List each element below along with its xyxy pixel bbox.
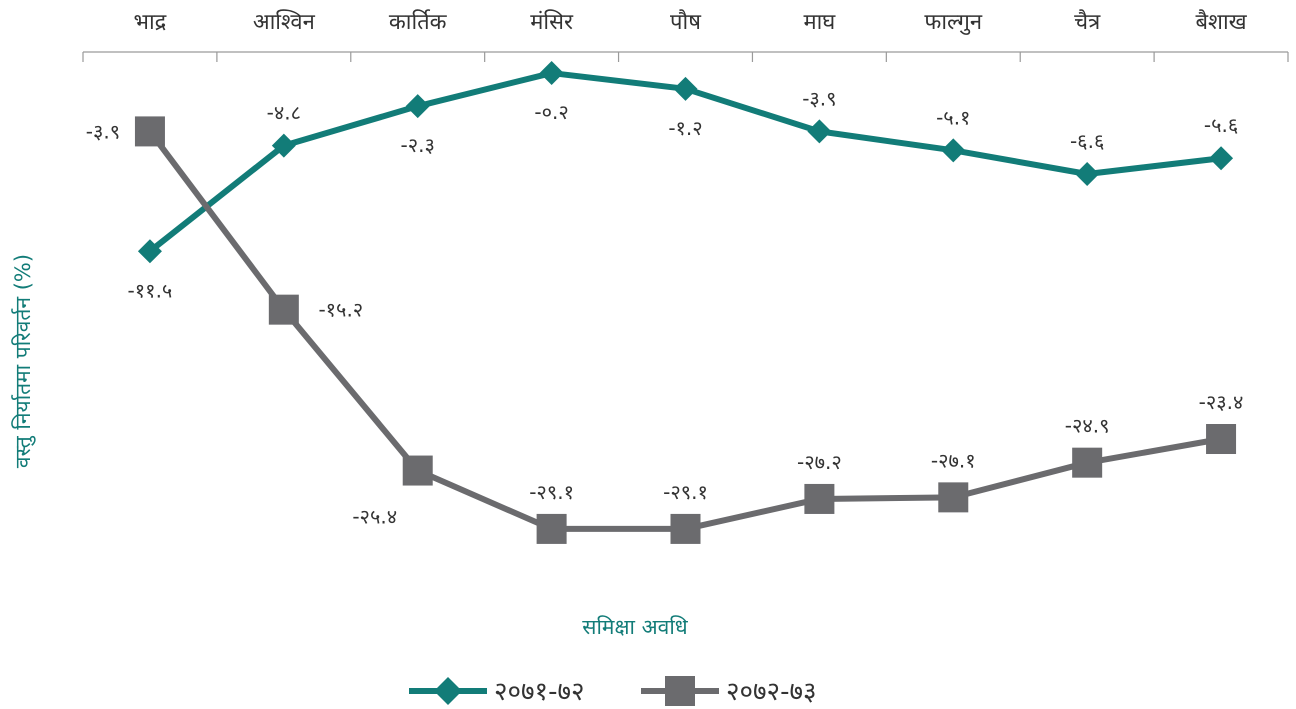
data-label: -११.५: [128, 278, 173, 302]
data-label: -१.२: [668, 116, 702, 140]
data-point: [673, 76, 698, 101]
data-label: -१५.२: [318, 298, 363, 322]
x-tick-label: माघ: [803, 10, 836, 35]
data-label: -४.८: [267, 101, 301, 125]
data-label: -२७.२: [797, 450, 842, 474]
data-label: -०.२: [534, 100, 568, 124]
data-point: [670, 513, 701, 544]
data-point: [1206, 424, 1237, 455]
legend-marker: [665, 676, 695, 706]
x-tick-label: चैत्र: [1074, 9, 1101, 35]
data-point: [271, 133, 296, 158]
data-label: -२३.४: [1199, 390, 1244, 414]
data-label: -२५.४: [352, 505, 397, 529]
data-point: [938, 482, 969, 513]
x-tick-label: फाल्गुन: [924, 10, 983, 35]
data-point: [539, 61, 564, 86]
data-label: -३.९: [802, 86, 836, 110]
data-label: -५.६: [1204, 113, 1238, 137]
y-axis-title: वस्तु निर्यातमा परिवर्तन (%): [11, 254, 36, 468]
data-point: [804, 483, 835, 514]
data-label: -५.१: [936, 105, 970, 129]
data-point: [402, 455, 433, 486]
x-tick-label: बैशाख: [1195, 9, 1247, 35]
data-label: -६.६: [1070, 129, 1104, 153]
x-axis-title: समिक्षा अवधि: [582, 615, 689, 639]
data-labels: -११.५ -४.८ -२.३ -०.२ -१.२ -३.९ -५.१ -६.६ -५.६ -३.…: [86, 86, 1244, 528]
x-tick-label: कार्तिक: [389, 9, 448, 35]
legend-marker: [434, 677, 462, 705]
data-point: [536, 513, 567, 544]
data-label: -२४.९: [1065, 414, 1110, 438]
data-label: -२७.१: [931, 448, 976, 472]
data-label: -२९.१: [529, 480, 574, 504]
data-point: [807, 119, 832, 144]
legend-label: २०७१-७२: [494, 677, 585, 707]
x-tick-label: मंसिर: [530, 9, 574, 35]
x-axis: भाद्र आश्विन कार्तिक मंसिर पौष माघ फाल्गुन चैत्…: [82, 9, 1289, 62]
data-point: [1072, 447, 1103, 478]
data-point: [134, 116, 165, 147]
data-label: -२९.१: [663, 480, 708, 504]
data-point: [1075, 161, 1100, 186]
x-tick-label: आश्विन: [253, 9, 316, 35]
series-line: [147, 129, 1222, 532]
data-point: [1209, 146, 1234, 171]
data-point: [268, 294, 299, 325]
data-point: [941, 138, 966, 163]
legend: २०७१-७२ २०७२-७३: [409, 676, 817, 707]
data-point: [405, 94, 430, 119]
legend-label: २०७२-७३: [726, 677, 817, 707]
data-label: -३.९: [86, 119, 120, 143]
data-point: [137, 239, 162, 264]
plot-area: [134, 61, 1237, 544]
data-label: -२.३: [401, 133, 435, 157]
x-tick-label: भाद्र: [134, 10, 167, 35]
x-tick-label: पौष: [670, 9, 702, 35]
